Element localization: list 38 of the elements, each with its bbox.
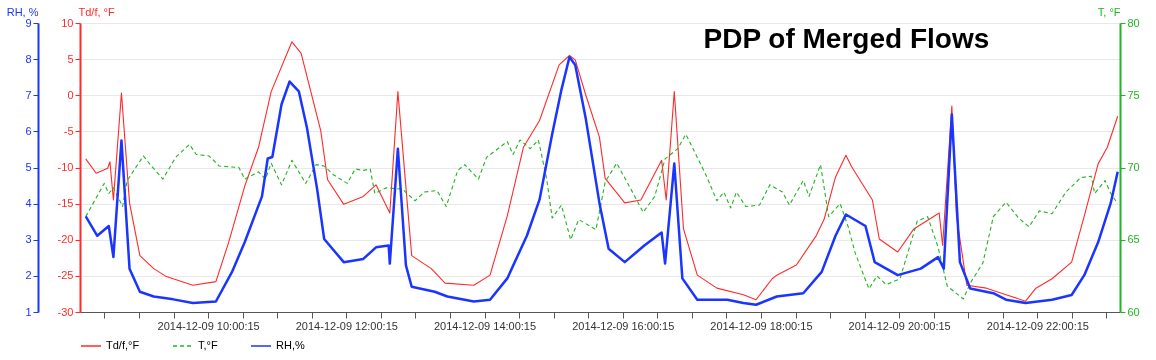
legend-label: Td/f,°F bbox=[106, 339, 140, 351]
line-series bbox=[85, 133, 1119, 300]
y-tick-label: -25 bbox=[57, 269, 74, 282]
y-tick-label: -5 bbox=[63, 124, 74, 137]
y-axis-title: Td/f, °F bbox=[78, 5, 115, 18]
y3-tick-label: 8 bbox=[25, 52, 32, 65]
x-tick-label: 2014-12-09 20:00:15 bbox=[848, 319, 951, 332]
y2-tick-label: 80 bbox=[1127, 16, 1140, 29]
y-tick-label: -20 bbox=[57, 233, 74, 246]
y-tick-label: -15 bbox=[57, 197, 74, 210]
chart-title: PDP of Merged Flows bbox=[703, 23, 990, 54]
y3-tick-label: 2 bbox=[25, 269, 32, 282]
y2-tick-label: 75 bbox=[1127, 88, 1140, 101]
x-tick-label: 2014-12-09 18:00:15 bbox=[710, 319, 813, 332]
legend-label: T,°F bbox=[198, 339, 218, 351]
y3-tick-label: 4 bbox=[25, 197, 32, 210]
y3-tick-label: 5 bbox=[25, 161, 32, 173]
y2-tick-label: 60 bbox=[1127, 305, 1140, 318]
y-tick-label: 0 bbox=[67, 88, 74, 101]
y-tick-label: 5 bbox=[67, 52, 74, 65]
y2-axis-title: T, °F bbox=[1097, 5, 1121, 18]
y3-tick-label: 7 bbox=[25, 88, 32, 101]
x-tick-label: 2014-12-09 10:00:15 bbox=[157, 319, 260, 332]
x-tick-label: 2014-12-09 12:00:15 bbox=[295, 319, 398, 332]
y-tick-label: -30 bbox=[57, 305, 74, 318]
y-tick-label: 10 bbox=[61, 16, 74, 29]
y3-tick-label: 1 bbox=[25, 305, 32, 318]
y3-tick-label: 9 bbox=[25, 16, 32, 29]
x-tick-label: 2014-12-09 22:00:15 bbox=[986, 319, 1089, 332]
y2-tick-label: 65 bbox=[1127, 233, 1140, 246]
x-tick-label: 2014-12-09 14:00:15 bbox=[433, 319, 537, 332]
x-tick-label: 2014-12-09 16:00:15 bbox=[572, 319, 675, 332]
y3-tick-label: 6 bbox=[25, 124, 32, 137]
y3-tick-label: 3 bbox=[25, 233, 32, 246]
legend-label: RH,% bbox=[276, 339, 305, 351]
y-tick-label: -10 bbox=[57, 161, 74, 173]
y2-tick-label: 70 bbox=[1127, 161, 1140, 173]
y3-axis-title: RH, % bbox=[6, 5, 39, 18]
